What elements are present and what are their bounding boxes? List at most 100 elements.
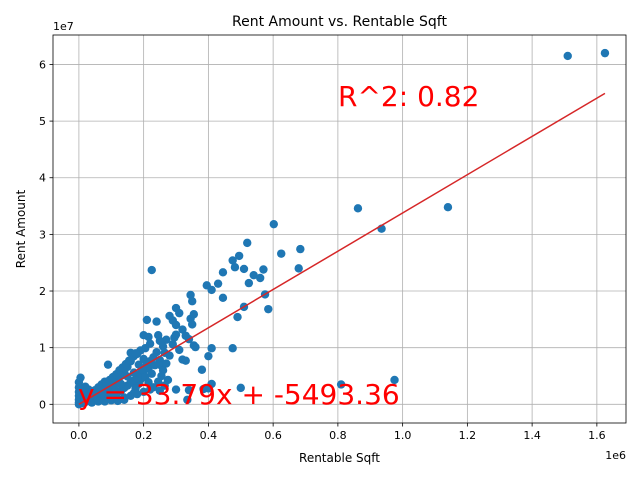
data-point: [120, 395, 129, 404]
data-point: [228, 344, 237, 353]
data-point: [154, 331, 163, 340]
y-tick-label: 1: [39, 342, 46, 355]
data-point: [218, 293, 228, 303]
data-point: [131, 349, 140, 358]
data-point: [207, 344, 216, 353]
data-point: [100, 397, 109, 406]
data-point: [259, 265, 268, 274]
data-point: [147, 369, 156, 378]
ticks: 0.0 0.2 0.4 0.6 0.8 1.0 1.2 1.4 1.6 0 1 2 3 4 5 6: [39, 58, 606, 442]
data-point: [165, 351, 174, 360]
data-point: [244, 278, 254, 288]
data-point: [162, 359, 171, 368]
data-point: [168, 340, 177, 349]
data-point: [294, 264, 303, 273]
data-points: [74, 48, 610, 409]
x-tick-label: 0.4: [200, 429, 218, 442]
data-point: [269, 219, 278, 229]
data-point: [157, 371, 166, 381]
data-point: [188, 297, 197, 306]
x-axis-multiplier: 1e6: [605, 449, 626, 462]
x-tick-label: 1.6: [588, 429, 606, 442]
data-point: [243, 238, 252, 248]
r-squared-annotation: R^2: 0.82: [338, 80, 479, 113]
data-point: [137, 364, 147, 374]
data-point: [191, 342, 200, 352]
data-point: [116, 379, 126, 389]
data-point: [79, 388, 88, 398]
data-point: [264, 304, 273, 314]
y-axis-label: Rent Amount: [14, 189, 28, 268]
y-tick-label: 0: [39, 398, 46, 411]
y-tick-label: 3: [39, 228, 46, 241]
data-point: [132, 389, 142, 399]
data-point: [233, 312, 242, 322]
data-point: [181, 356, 190, 365]
y-tick-label: 5: [39, 115, 46, 128]
data-point: [126, 391, 135, 401]
data-point: [171, 330, 181, 339]
x-tick-label: 0.8: [329, 429, 347, 442]
data-point: [353, 204, 363, 213]
data-point: [113, 396, 122, 406]
equation-annotation: y = 33.79x + -5493.36: [78, 378, 400, 411]
data-point: [228, 256, 237, 265]
data-point: [183, 395, 192, 404]
data-point: [189, 310, 199, 319]
data-point: [197, 365, 207, 374]
data-point: [175, 308, 184, 318]
data-point: [336, 380, 346, 389]
y-tick-label: 2: [39, 285, 46, 298]
data-point: [213, 279, 223, 288]
data-point: [218, 268, 228, 277]
data-point: [255, 273, 265, 283]
data-point: [443, 202, 453, 212]
x-tick-label: 0.6: [264, 429, 282, 442]
y-tick-label: 4: [39, 172, 46, 185]
x-tick-label: 1.2: [459, 429, 477, 442]
data-point: [110, 384, 119, 393]
data-point: [296, 244, 305, 254]
data-point: [230, 263, 240, 272]
data-point: [204, 351, 213, 361]
data-point: [162, 335, 171, 344]
y-axis-multiplier: 1e7: [53, 20, 74, 33]
data-point: [390, 375, 399, 385]
data-point: [107, 396, 116, 405]
data-point: [152, 317, 161, 326]
data-point: [171, 385, 181, 394]
data-point: [199, 384, 208, 394]
data-point: [144, 378, 153, 387]
data-point: [145, 385, 155, 394]
x-tick-label: 1.0: [394, 429, 412, 442]
y-tick-label: 6: [39, 58, 46, 71]
data-point: [142, 315, 152, 325]
x-tick-label: 0.2: [135, 429, 153, 442]
data-point: [152, 347, 161, 357]
x-axis-label: Rentable Sqft: [299, 451, 380, 465]
data-point: [236, 383, 245, 393]
data-point: [563, 51, 572, 61]
data-point: [171, 320, 181, 330]
data-point: [139, 387, 148, 397]
fit-line: [78, 92, 606, 405]
data-point: [160, 381, 169, 390]
chart-title: Rent Amount vs. Rentable Sqft: [232, 14, 447, 30]
data-point: [239, 264, 249, 274]
data-point: [184, 385, 194, 395]
data-point: [175, 345, 184, 355]
data-point: [144, 332, 153, 342]
x-tick-label: 1.4: [523, 429, 541, 442]
data-point: [277, 249, 286, 258]
data-point: [150, 361, 160, 370]
data-point: [249, 270, 258, 280]
data-point: [103, 360, 113, 369]
fit-line-layer: [78, 92, 606, 405]
data-point: [178, 325, 187, 334]
data-point: [147, 265, 156, 275]
data-point: [188, 320, 197, 329]
axes-frame: [52, 34, 627, 424]
data-point: [94, 397, 103, 406]
data-point: [600, 48, 610, 58]
